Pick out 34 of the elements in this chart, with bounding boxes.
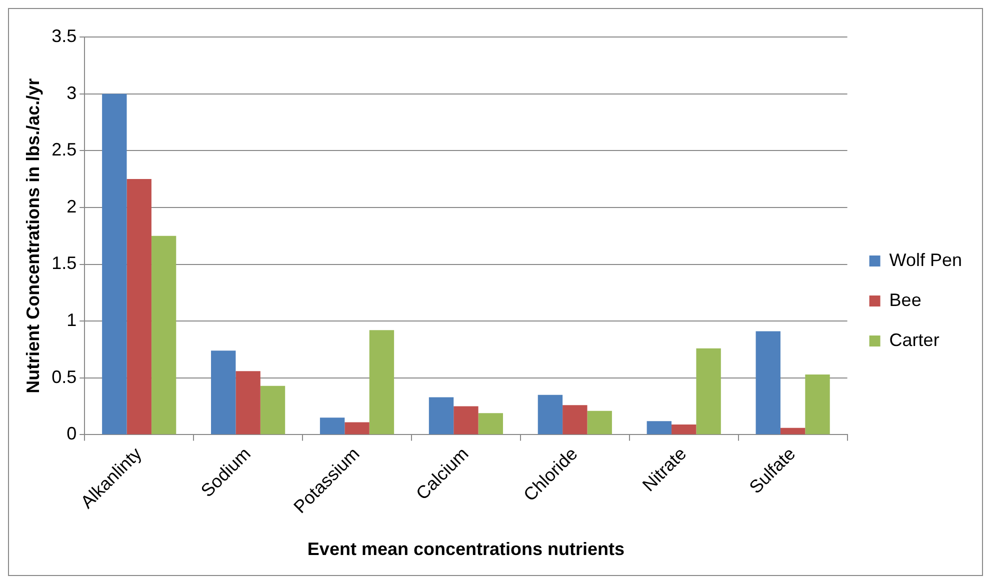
- bar: [646, 421, 672, 434]
- bar: [126, 179, 152, 434]
- bar: [236, 371, 260, 434]
- bar: [696, 348, 721, 434]
- bar: [211, 350, 236, 434]
- bar: [587, 410, 612, 434]
- bar: [538, 394, 563, 434]
- bar: [102, 94, 127, 434]
- bar: [756, 331, 780, 434]
- bar: [805, 374, 830, 434]
- y-tick-label: 2.5: [52, 140, 77, 160]
- bar: [151, 236, 176, 434]
- y-tick-label: 2: [66, 196, 77, 216]
- y-axis-title: Nutrient Concentrations in lbs./ac./yr: [22, 78, 43, 394]
- y-tick-label: 1: [66, 310, 77, 330]
- bar: [369, 330, 394, 434]
- y-tick-label: 0: [66, 424, 77, 444]
- bar: [320, 418, 345, 434]
- bar: [454, 406, 478, 434]
- y-tick-label: 1.5: [52, 253, 77, 274]
- legend-label: Bee: [889, 290, 922, 310]
- bar: [478, 413, 504, 434]
- x-axis-title: Event mean concentrations nutrients: [307, 539, 624, 560]
- y-tick-label: 3: [66, 82, 77, 103]
- bar: [562, 405, 588, 434]
- bar: [260, 386, 286, 434]
- y-tick-label: 3.5: [52, 26, 77, 46]
- bar: [344, 422, 370, 434]
- bar: [672, 424, 696, 434]
- bar: [780, 428, 806, 434]
- legend-label: Carter: [889, 330, 940, 350]
- bar: [428, 397, 454, 434]
- y-tick-label: 0.5: [52, 366, 77, 387]
- legend-label: Wolf Pen: [889, 250, 962, 270]
